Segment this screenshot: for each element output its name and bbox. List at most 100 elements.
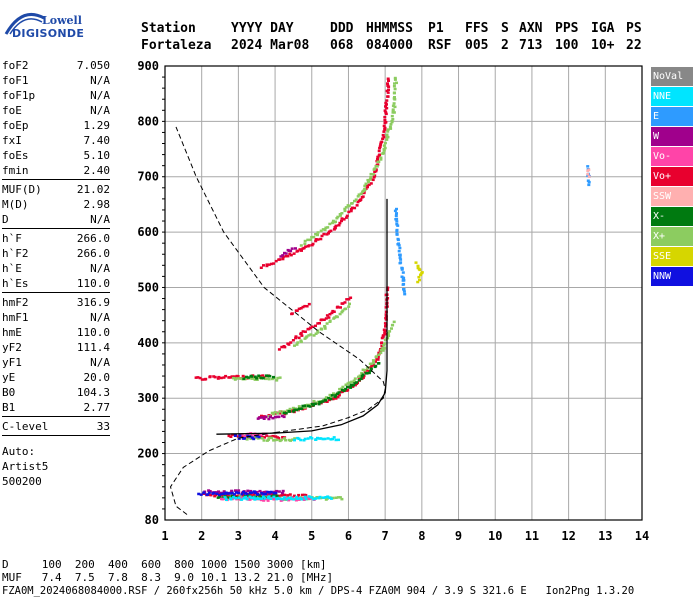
echo-point <box>338 496 342 499</box>
echo-point <box>255 377 259 380</box>
echo-point <box>400 268 404 271</box>
echo-point <box>403 292 407 296</box>
echo-point <box>273 415 277 419</box>
echo-point <box>328 319 332 322</box>
echo-point <box>237 489 241 492</box>
parameter-name: C-level <box>2 420 49 433</box>
header-label: IGA <box>591 21 615 36</box>
echo-point <box>312 334 316 337</box>
echo-point <box>264 374 268 377</box>
echo-point <box>262 417 266 420</box>
parameter-row: C-level 33 <box>2 419 110 434</box>
parameter-group-virtual-heights: h`F 266.0 h`F2 266.0 h`E N/A h`Es 110.0 <box>2 231 110 291</box>
autoscaling-version: 500200 <box>2 475 42 488</box>
echo-point <box>342 218 346 221</box>
echo-point <box>285 498 289 501</box>
echo-point <box>367 369 371 373</box>
echo-point <box>231 433 235 436</box>
echo-point <box>386 128 390 131</box>
echo-point <box>310 437 314 440</box>
echo-point <box>264 377 268 381</box>
echo-point <box>291 410 295 413</box>
x-tick-label: 1 <box>161 529 168 543</box>
echo-point <box>284 439 288 442</box>
y-tick-label: 200 <box>137 447 159 461</box>
echo-point <box>303 304 307 308</box>
echo-point <box>219 376 223 380</box>
echo-point <box>311 402 314 406</box>
echo-point <box>270 495 274 498</box>
echo-point <box>305 305 309 308</box>
parameter-value: 20.0 <box>83 371 111 384</box>
echo-point <box>254 491 257 495</box>
echo-point <box>336 395 340 399</box>
echo-point <box>390 119 394 123</box>
echo-point <box>216 377 220 380</box>
x-tick-label: 14 <box>635 529 649 543</box>
echo-point <box>289 497 293 501</box>
echo-point <box>384 111 388 114</box>
echo-point <box>234 494 238 498</box>
echo-point <box>256 493 260 496</box>
echo-point <box>374 364 378 368</box>
echo-point <box>286 496 290 500</box>
echo-point <box>376 356 380 359</box>
parameter-value: 1.29 <box>83 119 111 132</box>
echo-point <box>378 146 382 150</box>
echo-point <box>361 368 365 371</box>
parameter-value: N/A <box>90 262 110 275</box>
echo-point <box>295 408 299 412</box>
echo-point <box>379 143 383 146</box>
echo-point <box>238 495 242 498</box>
echo-point <box>382 328 386 331</box>
echo-point <box>371 359 375 362</box>
echo-point <box>402 288 406 291</box>
echo-point <box>337 224 341 227</box>
echo-point <box>377 353 381 356</box>
echo-point <box>306 238 310 242</box>
echo-point <box>268 374 272 378</box>
y-tick-label: 700 <box>137 170 159 184</box>
echo-point <box>234 489 237 492</box>
echo-point <box>318 322 321 325</box>
echo-point <box>339 306 342 309</box>
echo-point <box>194 376 198 379</box>
echo-point <box>344 216 348 219</box>
echo-point <box>338 221 342 225</box>
echo-point <box>300 498 304 501</box>
legend-item: NNE <box>651 87 693 106</box>
echo-point <box>374 360 377 363</box>
echo-point <box>402 290 406 293</box>
divider <box>2 416 110 417</box>
echo-point <box>239 377 243 380</box>
echo-point <box>255 435 259 438</box>
parameter-row: M(D) 2.98 <box>2 197 110 212</box>
digisonde-logo: Lowell DIGISONDE <box>2 4 132 44</box>
header-label: S <box>501 21 509 36</box>
echo-point <box>282 410 285 413</box>
echo-point <box>385 133 389 136</box>
echo-point <box>379 351 383 355</box>
echo-point <box>230 491 234 495</box>
echo-point <box>321 400 325 403</box>
echo-point <box>351 384 355 387</box>
echo-point <box>357 377 361 380</box>
echo-point <box>401 283 405 286</box>
echo-point <box>277 494 281 498</box>
echo-point <box>386 135 390 139</box>
echo-point <box>328 496 332 499</box>
echo-point <box>242 490 245 494</box>
echo-point <box>392 320 396 324</box>
echo-point <box>255 497 259 500</box>
echo-point <box>295 497 299 500</box>
echo-point <box>393 87 397 91</box>
echo-point <box>358 374 362 378</box>
echo-point <box>361 195 365 198</box>
parameter-row: foE N/A <box>2 103 110 118</box>
echo-point <box>398 246 402 250</box>
echo-point <box>207 489 211 492</box>
echo-point <box>267 377 271 381</box>
echo-point <box>265 264 269 268</box>
echo-point <box>230 494 234 498</box>
echo-point <box>376 155 380 159</box>
